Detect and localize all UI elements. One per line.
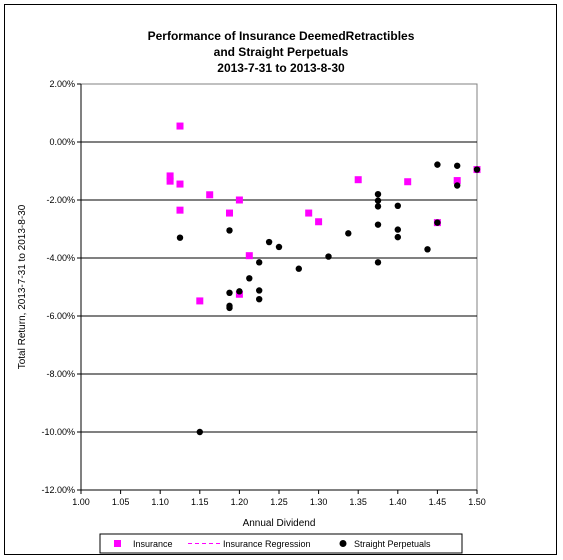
straight-perpetual-point bbox=[246, 275, 253, 282]
straight-perpetual-point bbox=[374, 203, 382, 210]
y-axis-label: Total Return, 2013-7-31 to 2013-8-30 bbox=[17, 204, 28, 369]
x-tick-label: 1.30 bbox=[310, 497, 328, 507]
y-tick-label: 2.00% bbox=[49, 79, 75, 89]
legend-marker-straight-perpetuals bbox=[339, 540, 347, 547]
insurance-point bbox=[354, 176, 362, 184]
insurance-point bbox=[315, 218, 323, 226]
x-tick-label: 1.35 bbox=[349, 497, 367, 507]
straight-perpetual-point bbox=[176, 234, 184, 241]
straight-perpetual-point bbox=[295, 265, 302, 272]
y-tick-label: -4.00% bbox=[46, 253, 75, 263]
straight-perpetual-point bbox=[434, 219, 441, 226]
y-tick-label: -6.00% bbox=[46, 311, 75, 321]
y-axis-ticks: 2.00% 0.00% -2.00% -4.00% -6.00% -8.00% -10.00… bbox=[41, 79, 82, 495]
x-tick-label: 1.25 bbox=[270, 497, 288, 507]
legend-label-insurance: Insurance bbox=[133, 539, 173, 549]
x-axis-label: Annual Dividend bbox=[243, 518, 316, 529]
straight-perpetual-point bbox=[256, 287, 263, 294]
insurance-point bbox=[176, 180, 184, 188]
straight-perpetual-point bbox=[454, 182, 461, 189]
straight-perpetual-point bbox=[434, 161, 441, 168]
legend-label-insurance-regression: Insurance Regression bbox=[223, 539, 311, 549]
insurance-point bbox=[176, 122, 184, 130]
straight-perpetual-point bbox=[394, 233, 401, 241]
chart-frame: Performance of Insurance DeemedRetractib… bbox=[4, 4, 557, 555]
straight-perpetual-point bbox=[325, 253, 332, 260]
insurance-point bbox=[305, 209, 313, 217]
straight-perpetual-point bbox=[256, 259, 263, 266]
x-tick-label: 1.40 bbox=[389, 497, 407, 507]
straight-perpetual-point bbox=[256, 295, 263, 303]
straight-perpetual-point bbox=[236, 288, 243, 295]
x-tick-label: 1.15 bbox=[191, 497, 209, 507]
straight-perpetual-point bbox=[374, 191, 382, 198]
chart-title: Performance of Insurance DeemedRetractib… bbox=[148, 29, 415, 75]
x-tick-label: 1.05 bbox=[112, 497, 130, 507]
insurance-point bbox=[166, 177, 174, 185]
legend-marker-insurance bbox=[114, 540, 121, 547]
scatter-chart: Performance of Insurance DeemedRetractib… bbox=[17, 29, 486, 554]
legend: Insurance Insurance Regression Straight … bbox=[99, 533, 463, 554]
chart-title-line-2: and Straight Perpetuals bbox=[214, 45, 349, 59]
plot-area bbox=[80, 83, 478, 491]
straight-perpetual-point bbox=[275, 243, 283, 251]
straight-perpetual-point bbox=[345, 230, 352, 237]
chart-title-line-3: 2013-7-31 to 2013-8-30 bbox=[217, 61, 345, 75]
straight-perpetual-point bbox=[424, 246, 431, 253]
insurance-point bbox=[196, 297, 204, 305]
y-tick-label: -10.00% bbox=[41, 427, 75, 437]
gridlines bbox=[81, 141, 477, 433]
x-tick-label: 1.50 bbox=[468, 497, 486, 507]
x-tick-label: 1.10 bbox=[151, 497, 169, 507]
straight-perpetual-point bbox=[226, 227, 233, 234]
insurance-point bbox=[166, 172, 174, 180]
legend-label-straight-perpetuals: Straight Perpetuals bbox=[354, 539, 431, 549]
insurance-point bbox=[176, 206, 184, 214]
insurance-point bbox=[226, 209, 233, 217]
x-tick-label: 1.45 bbox=[429, 497, 447, 507]
y-tick-label: -8.00% bbox=[46, 369, 75, 379]
straight-perpetual-point bbox=[473, 166, 481, 173]
x-tick-label: 1.20 bbox=[231, 497, 249, 507]
insurance-point bbox=[245, 252, 253, 260]
straight-perpetual-point bbox=[226, 289, 233, 296]
y-tick-label: -2.00% bbox=[46, 195, 75, 205]
straight-perpetual-point bbox=[394, 202, 401, 209]
straight-perpetual-point bbox=[226, 304, 233, 312]
x-tick-label: 1.00 bbox=[72, 497, 90, 507]
insurance-point bbox=[453, 177, 461, 185]
data-points bbox=[166, 122, 481, 436]
insurance-point bbox=[206, 191, 214, 199]
y-tick-label: 0.00% bbox=[49, 137, 75, 147]
insurance-point bbox=[235, 196, 243, 204]
straight-perpetual-point bbox=[374, 197, 382, 204]
straight-perpetual-point bbox=[374, 259, 382, 266]
straight-perpetual-point bbox=[374, 221, 382, 228]
insurance-point bbox=[404, 178, 412, 186]
y-tick-label: -12.00% bbox=[41, 485, 75, 495]
x-axis-ticks: 1.00 1.05 1.10 1.15 1.20 1.25 1.30 1.35 1.40 1.45… bbox=[72, 489, 486, 507]
legend-box bbox=[99, 533, 463, 554]
straight-perpetual-point bbox=[454, 162, 461, 169]
straight-perpetual-point bbox=[394, 226, 401, 233]
chart-title-line-1: Performance of Insurance DeemedRetractib… bbox=[148, 29, 415, 43]
straight-perpetual-point bbox=[265, 238, 273, 246]
straight-perpetual-point bbox=[196, 428, 203, 436]
